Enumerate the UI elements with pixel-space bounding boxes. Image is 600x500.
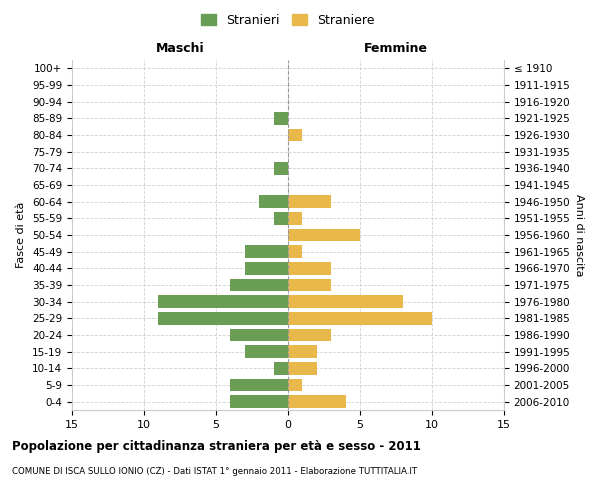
- Legend: Stranieri, Straniere: Stranieri, Straniere: [196, 8, 380, 32]
- Bar: [274, 112, 288, 124]
- Text: Popolazione per cittadinanza straniera per età e sesso - 2011: Popolazione per cittadinanza straniera p…: [12, 440, 421, 453]
- Bar: [288, 296, 403, 308]
- Text: Femmine: Femmine: [364, 42, 428, 55]
- Bar: [230, 279, 288, 291]
- Bar: [230, 396, 288, 408]
- Bar: [230, 329, 288, 341]
- Bar: [288, 212, 302, 224]
- Bar: [230, 379, 288, 391]
- Bar: [288, 196, 331, 208]
- Bar: [288, 262, 331, 274]
- Bar: [288, 129, 302, 141]
- Bar: [158, 312, 288, 324]
- Bar: [288, 362, 317, 374]
- Bar: [288, 346, 317, 358]
- Bar: [245, 246, 288, 258]
- Bar: [245, 262, 288, 274]
- Y-axis label: Fasce di età: Fasce di età: [16, 202, 26, 268]
- Bar: [259, 196, 288, 208]
- Bar: [288, 229, 360, 241]
- Y-axis label: Anni di nascita: Anni di nascita: [574, 194, 584, 276]
- Bar: [274, 362, 288, 374]
- Text: COMUNE DI ISCA SULLO IONIO (CZ) - Dati ISTAT 1° gennaio 2011 - Elaborazione TUTT: COMUNE DI ISCA SULLO IONIO (CZ) - Dati I…: [12, 468, 417, 476]
- Text: Maschi: Maschi: [155, 42, 205, 55]
- Bar: [274, 162, 288, 174]
- Bar: [288, 246, 302, 258]
- Bar: [288, 379, 302, 391]
- Bar: [288, 312, 432, 324]
- Bar: [274, 212, 288, 224]
- Bar: [288, 329, 331, 341]
- Bar: [288, 396, 346, 408]
- Bar: [158, 296, 288, 308]
- Bar: [288, 279, 331, 291]
- Bar: [245, 346, 288, 358]
